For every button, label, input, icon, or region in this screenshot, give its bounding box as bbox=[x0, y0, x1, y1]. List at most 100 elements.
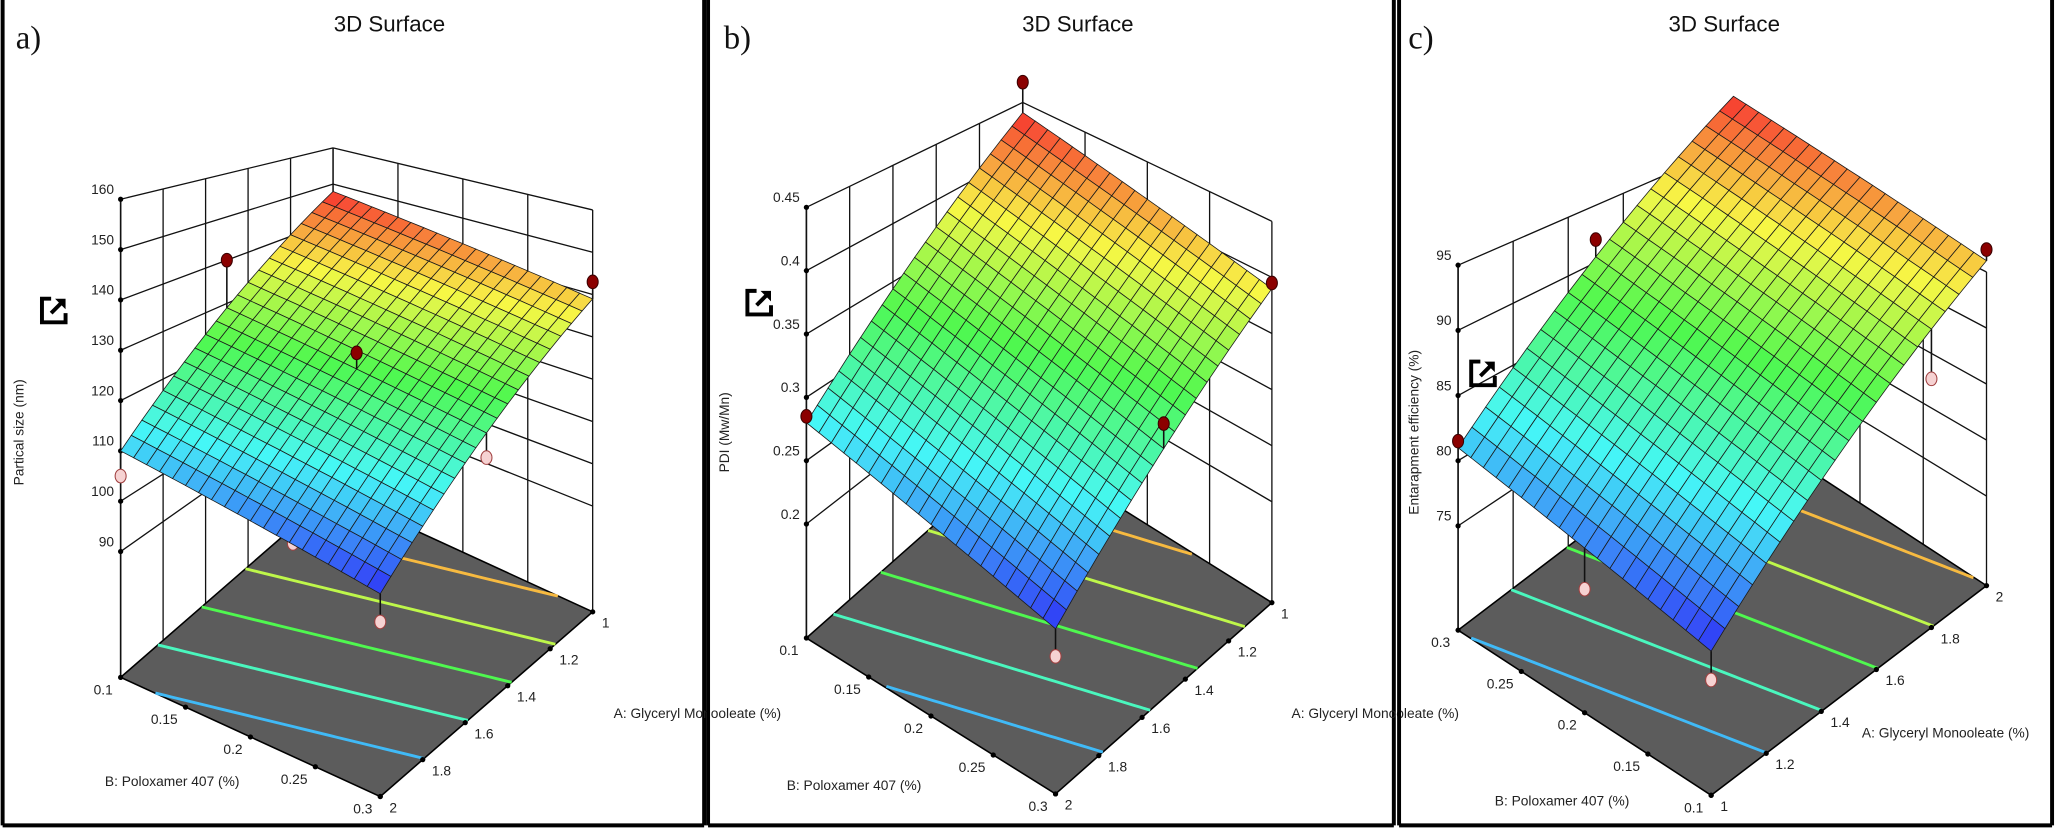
expand-icon-arrow bbox=[1478, 364, 1493, 378]
design-point-below-surface bbox=[114, 468, 127, 484]
floor-contour-line bbox=[1510, 588, 1823, 713]
b-tick-label: 0.15 bbox=[1613, 759, 1640, 774]
design-point-above-surface bbox=[220, 252, 233, 268]
b-tick-label: 0.2 bbox=[904, 721, 923, 736]
a-tick-label: 2 bbox=[389, 800, 397, 815]
b-tick-label: 0.1 bbox=[1684, 800, 1703, 815]
a-tick-mark bbox=[462, 720, 468, 726]
a-tick-label: 2 bbox=[1065, 798, 1073, 813]
panel-label: c) bbox=[1408, 20, 1433, 56]
floor-contour-line bbox=[245, 567, 556, 646]
floor-contour-line bbox=[201, 605, 512, 684]
a-axis-title: A: Glyceryl Monooleate (%) bbox=[614, 706, 781, 721]
z-tick-label: 80 bbox=[1436, 443, 1452, 458]
surface-plot-panel-b: b) 3D Surface 0.2 0.25 0.3 0.35 0.4 0.45 PDI (Mw… bbox=[706, 0, 1459, 828]
floor-contour-line bbox=[833, 612, 1151, 712]
a-tick-label: 1.2 bbox=[559, 653, 578, 668]
floor-contour-line bbox=[1470, 636, 1768, 755]
design-point-below-surface bbox=[374, 614, 387, 630]
b-tick-label: 0.15 bbox=[834, 682, 861, 697]
design-point-above-surface bbox=[800, 409, 813, 424]
b-tick-label: 0.25 bbox=[959, 760, 986, 775]
a-tick-mark bbox=[1139, 714, 1145, 721]
b-tick-mark bbox=[866, 674, 872, 680]
expand-icon-frame bbox=[1469, 359, 1497, 388]
z-tick-label: 140 bbox=[91, 283, 114, 298]
design-point-below-surface bbox=[1925, 371, 1938, 387]
a-tick-label: 1.4 bbox=[1830, 715, 1849, 730]
z-tick-label: 95 bbox=[1436, 248, 1452, 263]
z-tick-label: 130 bbox=[91, 333, 114, 348]
back-wall-z-gridline bbox=[332, 183, 593, 253]
expand-icon-frame bbox=[745, 288, 773, 317]
z-tick-label: 160 bbox=[91, 182, 114, 197]
z-tick-mark bbox=[1455, 262, 1461, 268]
a-tick-mark bbox=[420, 756, 426, 763]
a-tick-mark bbox=[1818, 708, 1824, 715]
z-tick-label: 110 bbox=[92, 434, 114, 449]
b-tick-label: 0.1 bbox=[94, 682, 113, 697]
z-tick-label: 150 bbox=[91, 232, 114, 247]
chart-title: 3D Surface bbox=[1022, 11, 1133, 36]
floor-contour-line bbox=[155, 691, 425, 760]
b-tick-mark bbox=[182, 704, 189, 710]
design-point-above-surface bbox=[1452, 433, 1465, 449]
chart-title: 3D Surface bbox=[1669, 11, 1780, 36]
b-tick-label: 0.25 bbox=[1487, 676, 1514, 691]
expand-icon[interactable] bbox=[745, 288, 773, 317]
a-tick-label: 1.8 bbox=[1108, 759, 1127, 774]
z-tick-mark bbox=[803, 268, 810, 274]
z-tick-mark bbox=[118, 246, 124, 253]
z-tick-mark bbox=[1455, 458, 1461, 464]
panel-label: b) bbox=[724, 20, 751, 56]
expand-icon-arrow bbox=[49, 301, 64, 315]
b-tick-mark bbox=[312, 764, 318, 770]
surface-mesh-cell bbox=[1697, 617, 1726, 652]
z-tick-label: 85 bbox=[1436, 378, 1452, 393]
z-tick-label: 75 bbox=[1436, 509, 1452, 524]
expand-icon-frame bbox=[39, 296, 68, 325]
z-tick-label: 0.25 bbox=[773, 443, 800, 458]
expand-icon-arrow bbox=[755, 293, 769, 307]
floor-contour-line bbox=[157, 643, 469, 722]
a-tick-label: 1 bbox=[602, 616, 610, 631]
expand-icon[interactable] bbox=[39, 296, 68, 325]
b-tick-mark bbox=[118, 674, 124, 680]
z-tick-mark bbox=[1455, 392, 1461, 399]
floor-contour-line bbox=[886, 685, 1104, 754]
surface-mesh-cell bbox=[1042, 598, 1067, 630]
z-tick-mark bbox=[1455, 523, 1461, 529]
z-tick-mark bbox=[803, 331, 810, 337]
z-tick-mark bbox=[1455, 327, 1461, 333]
z-axis-title: Partical size (nm) bbox=[12, 379, 27, 485]
left-wall-z-gridline bbox=[120, 183, 334, 251]
b-axis-title: B: Poloxamer 407 (%) bbox=[105, 774, 240, 789]
b-tick-label: 0.15 bbox=[151, 712, 178, 727]
a-tick-label: 1.6 bbox=[474, 726, 493, 741]
a-tick-mark bbox=[1269, 600, 1275, 606]
b-tick-mark bbox=[1518, 668, 1524, 675]
a-tick-mark bbox=[1873, 666, 1879, 673]
a-tick-mark bbox=[1052, 791, 1059, 797]
surface-plot-panel-c: c) 3D Surface 75 80 85 90 95 Entarapment effici… bbox=[1397, 0, 2055, 828]
b-tick-label: 0.2 bbox=[1558, 718, 1577, 733]
design-point-above-surface bbox=[1589, 232, 1602, 247]
a-tick-label: 1.4 bbox=[517, 689, 536, 704]
design-point-below-surface bbox=[1705, 672, 1718, 688]
a-tick-mark bbox=[1708, 792, 1714, 798]
a-tick-label: 1.8 bbox=[1941, 631, 1960, 646]
b-tick-label: 0.1 bbox=[779, 643, 798, 658]
a-tick-mark bbox=[505, 683, 511, 689]
z-tick-mark bbox=[118, 548, 124, 555]
design-point-below-surface bbox=[1049, 649, 1062, 664]
z-tick-mark bbox=[118, 196, 124, 202]
design-point-below-surface bbox=[1578, 581, 1591, 597]
design-point-above-surface bbox=[1265, 275, 1278, 291]
expand-icon-arrowhead bbox=[760, 290, 771, 302]
back-wall-z-gridline bbox=[332, 147, 593, 211]
b-tick-label: 0.25 bbox=[281, 772, 308, 787]
a-tick-mark bbox=[590, 609, 596, 615]
a-tick-label: 1.2 bbox=[1238, 645, 1257, 660]
surface-plot-panel-a: a) 3D Surface 90 100 110 120 130 140 150 160 Parti… bbox=[0, 0, 781, 828]
design-point-below-surface bbox=[480, 450, 493, 465]
